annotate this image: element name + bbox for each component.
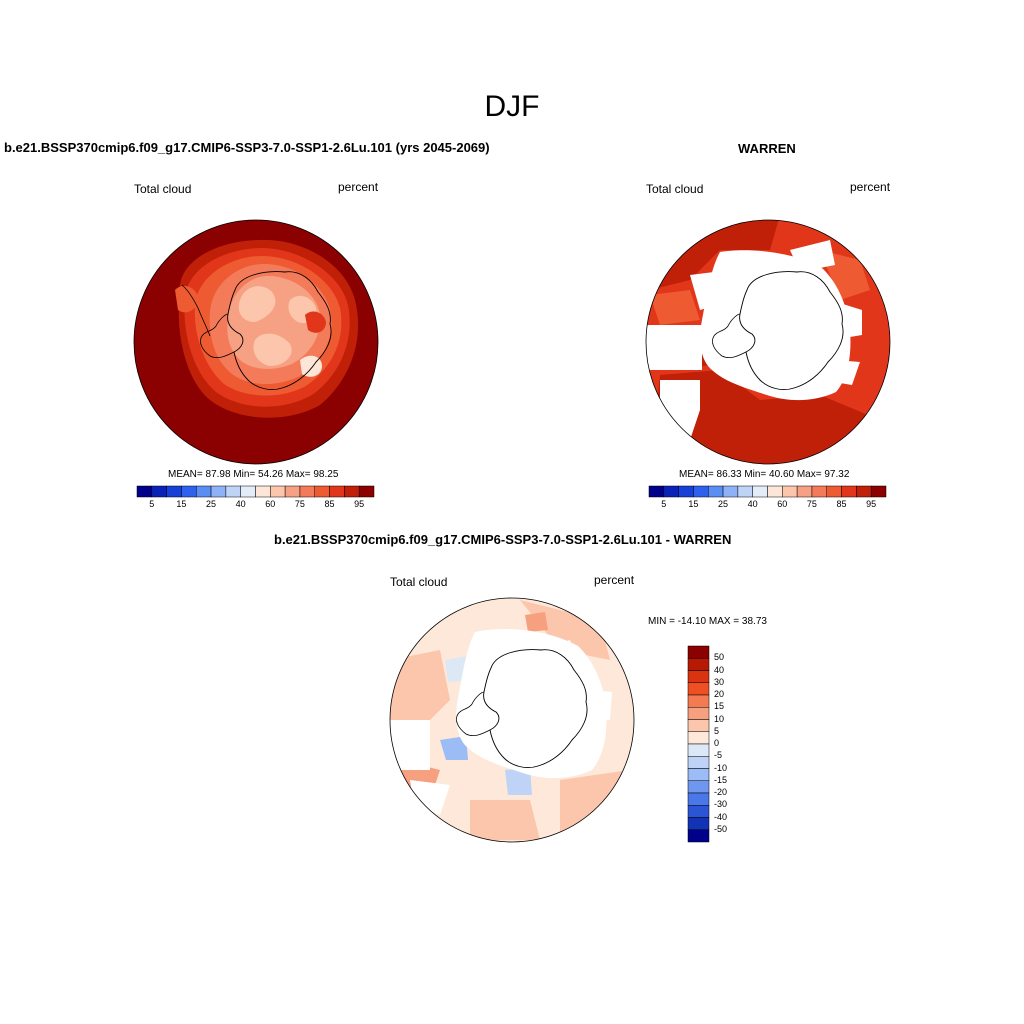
obs-colorbar-swatch [693,485,709,498]
diff-colorbar-swatch [687,670,710,683]
diff-colorbar-swatch [687,805,710,818]
model-colorbar-tick-label: 60 [265,499,276,509]
obs-colorbar-tick-label: 60 [777,499,788,509]
model-colorbar-swatch [344,485,360,498]
model-colorbar-swatch [284,485,301,498]
obs-colorbar-swatch [811,485,827,498]
diff-colorbar-tick-label: -5 [714,750,723,761]
diff-colorbar-swatch [687,743,710,757]
obs-colorbar-swatch [737,485,753,498]
diff-colorbar-tick-label: 20 [714,689,725,699]
obs-colorbar-tick-label: 75 [806,499,817,509]
model-colorbar-swatch [240,485,256,498]
obs-colorbar-tick-label: 5 [661,499,667,509]
obs-colorbar-swatch [722,485,739,498]
model-colorbar-swatch [270,485,286,498]
obs-right-label: percent [850,180,891,194]
diff-colorbar-tick-label: -40 [714,811,728,822]
model-colorbar-swatch [210,485,227,498]
model-colorbar-swatch [181,485,197,498]
model-colorbar-swatch [166,485,182,498]
diff-colorbar-swatch [687,694,710,708]
model-stats: MEAN= 87.98 Min= 54.26 Max= 98.25 [168,469,339,480]
diff-colorbar-swatch [687,719,710,732]
diff-colorbar-tick-label: -15 [714,774,728,785]
obs-stats: MEAN= 86.33 Min= 40.60 Max= 97.32 [679,469,850,480]
model-map [133,219,379,465]
obs-colorbar-swatch [663,485,679,498]
model-colorbar-tick-label: 40 [235,499,246,509]
diff-left-label: Total cloud [390,575,448,589]
diff-colorbar-swatch [687,768,710,781]
diff-right-label: percent [594,573,635,587]
model-panel-title: b.e21.BSSP370cmip6.f09_g17.CMIP6-SSP3-7.… [4,140,490,155]
model-colorbar-tick-label: 75 [294,499,305,509]
diff-colorbar-tick-label: 5 [714,725,720,736]
obs-colorbar-swatch [752,485,768,498]
model-colorbar-swatch [358,485,375,498]
model-colorbar-swatch [136,485,153,498]
diff-panel-title: b.e21.BSSP370cmip6.f09_g17.CMIP6-SSP3-7.… [274,532,732,547]
model-colorbar-swatch [255,485,271,498]
diff-stats: MIN = -14.10 MAX = 38.73 [648,616,767,627]
model-colorbar-tick-label: 85 [324,499,335,509]
obs-colorbar-swatch [767,485,783,498]
diff-colorbar-tick-label: 30 [714,676,725,687]
diff-colorbar-swatch [687,658,710,671]
diff-colorbar-swatch [687,682,710,696]
obs-colorbar-swatch [648,485,665,498]
diff-colorbar-tick-label: 50 [714,652,725,663]
model-colorbar-tick-label: 25 [206,499,217,509]
obs-colorbar-tick-label: 85 [836,499,847,509]
obs-colorbar-tick-label: 15 [688,499,699,509]
model-colorbar-swatch [314,485,330,498]
obs-colorbar-tick-label: 40 [747,499,758,509]
diff-map [389,597,635,843]
obs-colorbar-swatch [678,485,694,498]
diff-colorbar-tick-label: -30 [714,799,728,810]
diff-colorbar-tick-label: -50 [714,823,728,834]
diff-colorbar-tick-label: 10 [714,713,725,724]
diff-colorbar-swatch [687,645,710,659]
model-right-label: percent [338,180,379,194]
obs-colorbar-swatch [856,485,872,498]
model-colorbar-tick-label: 95 [354,499,365,509]
model-colorbar-tick-label: 15 [176,499,187,509]
obs-colorbar-swatch [708,485,724,498]
obs-colorbar-swatch [826,485,842,498]
diff-colorbar [687,645,710,843]
diff-colorbar-tick-label: 15 [714,701,725,712]
diff-colorbar-swatch [687,829,710,843]
diff-colorbar-tick-label: 40 [714,664,725,675]
diff-colorbar-swatch [687,792,710,806]
diff-colorbar-swatch [687,817,710,830]
diff-colorbar-tick-label: -10 [714,762,728,773]
model-colorbar-swatch [329,485,345,498]
obs-colorbar-tick-label: 95 [866,499,877,509]
diff-colorbar-swatch [687,756,710,769]
model-colorbar-swatch [196,485,212,498]
obs-left-label: Total cloud [646,182,704,196]
model-colorbar-swatch [225,485,241,498]
obs-colorbar-swatch [870,485,887,498]
diff-colorbar-tick-label: -20 [714,787,728,797]
diff-colorbar-swatch [687,780,710,794]
obs-colorbar-swatch [796,485,813,498]
diff-colorbar-tick-label: 0 [714,738,720,748]
obs-colorbar-tick-label: 25 [718,499,729,509]
diff-colorbar-swatch [687,707,710,720]
model-colorbar-swatch [299,485,315,498]
model-colorbar-swatch [151,485,167,498]
diff-colorbar-swatch [687,731,710,745]
model-colorbar-tick-label: 5 [149,499,155,509]
obs-colorbar-swatch [782,485,798,498]
obs-map [645,219,891,465]
model-colorbar [136,485,375,498]
obs-panel-title: WARREN [738,141,796,156]
figure-title: DJF [484,90,540,123]
model-left-label: Total cloud [134,182,192,196]
obs-colorbar-swatch [841,485,857,498]
obs-colorbar [648,485,887,498]
